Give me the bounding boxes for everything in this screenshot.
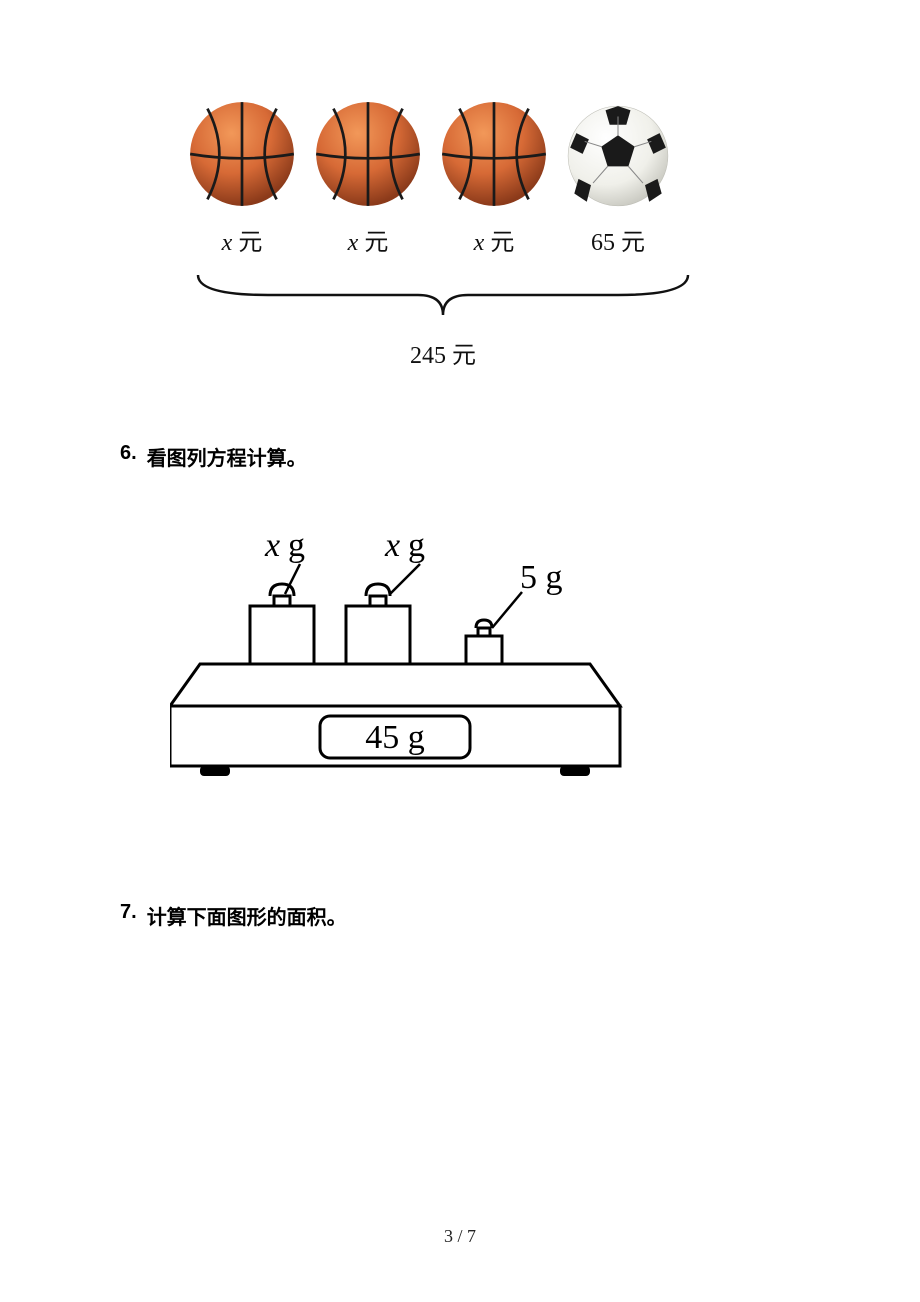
svg-text:g: g — [288, 527, 305, 564]
scale-diagram: x g x g 5 g — [170, 526, 800, 801]
svg-text:x: x — [264, 527, 280, 564]
ball-label: x 元 — [474, 222, 515, 257]
svg-text:x: x — [384, 527, 400, 564]
page-content: x 元 x 元 — [0, 0, 920, 930]
basketball-item: x 元 — [188, 100, 296, 257]
page-current: 3 — [444, 1226, 453, 1246]
basketball-item: x 元 — [314, 100, 422, 257]
curly-brace-icon — [188, 267, 698, 322]
scale-icon: x g x g 5 g — [170, 526, 640, 796]
svg-text:45 g: 45 g — [365, 719, 425, 756]
basketball-icon — [440, 100, 548, 208]
ball-label: 65 元 — [591, 222, 645, 257]
page-number: 3 / 7 — [0, 1226, 920, 1247]
svg-text:5 g: 5 g — [520, 559, 563, 596]
soccer-item: 65 元 — [566, 104, 670, 257]
svg-text:g: g — [408, 527, 425, 564]
question-number: 6. — [120, 442, 137, 471]
balls-diagram: x 元 x 元 — [180, 100, 800, 370]
question-number: 7. — [120, 901, 137, 930]
soccer-icon — [566, 104, 670, 208]
question-text: 计算下面图形的面积。 — [147, 901, 347, 930]
basketball-icon — [188, 100, 296, 208]
ball-label: x 元 — [348, 222, 389, 257]
total-label: 245 元 — [188, 335, 698, 370]
basketball-icon — [314, 100, 422, 208]
page-total: 7 — [467, 1226, 476, 1246]
question-text: 看图列方程计算。 — [147, 442, 307, 471]
question-6-heading: 6. 看图列方程计算。 — [120, 442, 800, 471]
question-7-heading: 7. 计算下面图形的面积。 — [120, 901, 800, 930]
page-sep: / — [453, 1226, 467, 1246]
balls-row: x 元 x 元 — [188, 100, 800, 257]
ball-label: x 元 — [222, 222, 263, 257]
basketball-item: x 元 — [440, 100, 548, 257]
